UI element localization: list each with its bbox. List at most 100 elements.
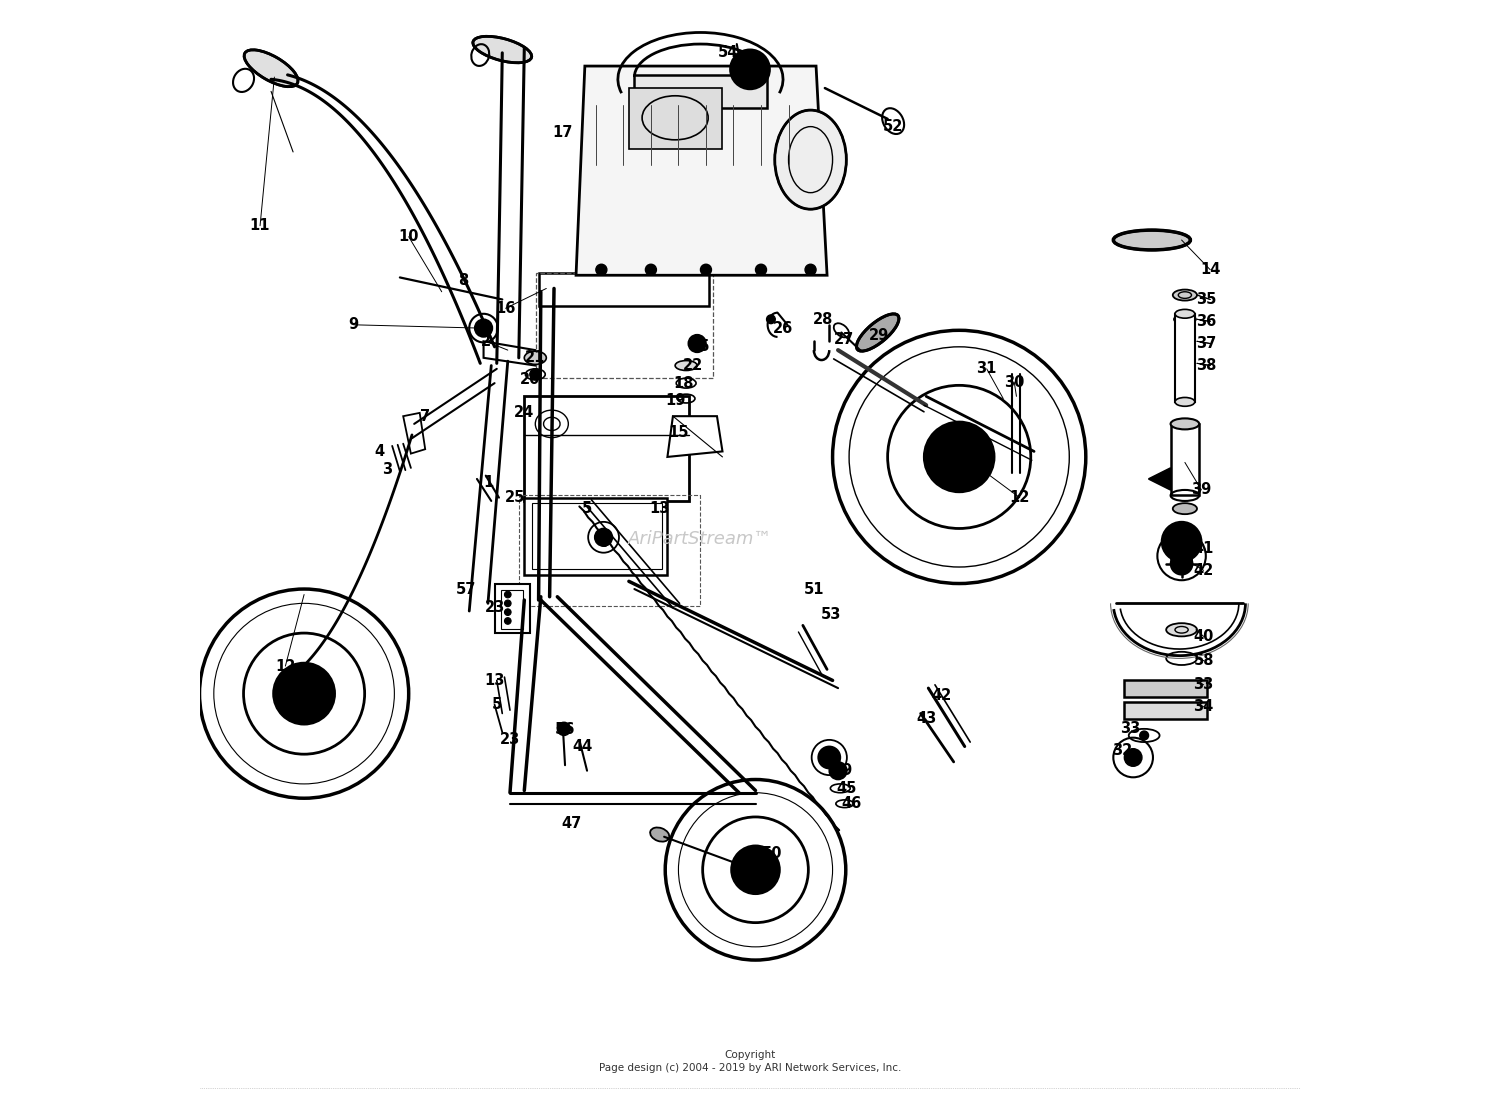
- Text: 23: 23: [484, 600, 504, 615]
- Text: 48: 48: [819, 750, 840, 765]
- Circle shape: [756, 264, 766, 275]
- Bar: [538, 273, 710, 306]
- Circle shape: [504, 591, 512, 598]
- Bar: [628, 88, 723, 149]
- Text: 13: 13: [484, 673, 506, 688]
- Circle shape: [748, 862, 764, 877]
- Text: 50: 50: [762, 846, 783, 861]
- Ellipse shape: [1173, 290, 1197, 301]
- Text: 15: 15: [668, 425, 688, 440]
- Bar: [1125, 680, 1208, 697]
- Ellipse shape: [1113, 230, 1191, 250]
- Bar: [525, 396, 690, 501]
- Circle shape: [1140, 731, 1149, 740]
- Text: 53: 53: [822, 607, 842, 622]
- Text: 45: 45: [837, 781, 856, 796]
- Bar: [537, 273, 712, 378]
- Circle shape: [806, 264, 816, 275]
- Ellipse shape: [525, 351, 546, 364]
- Circle shape: [273, 663, 334, 724]
- Circle shape: [292, 683, 315, 705]
- Ellipse shape: [675, 361, 698, 371]
- Text: 43: 43: [916, 711, 936, 727]
- Bar: [1170, 424, 1198, 495]
- Text: 47: 47: [561, 816, 582, 831]
- Text: 6: 6: [598, 535, 609, 550]
- Text: 58: 58: [1194, 653, 1214, 668]
- Ellipse shape: [1174, 397, 1196, 406]
- Text: 39: 39: [1191, 482, 1212, 498]
- Circle shape: [948, 446, 970, 468]
- Text: 21: 21: [525, 350, 546, 366]
- Bar: [501, 590, 524, 629]
- Text: 54: 54: [718, 45, 738, 61]
- Text: 52: 52: [884, 119, 903, 134]
- Circle shape: [596, 528, 612, 546]
- Text: 12: 12: [274, 658, 296, 674]
- Circle shape: [504, 609, 512, 615]
- Ellipse shape: [650, 828, 669, 841]
- Text: AriPartStream™: AriPartStream™: [628, 531, 772, 548]
- Ellipse shape: [244, 50, 298, 87]
- Text: 14: 14: [1200, 262, 1221, 277]
- Text: 1: 1: [483, 475, 494, 490]
- Polygon shape: [576, 66, 826, 275]
- Circle shape: [1170, 545, 1192, 567]
- Text: 36: 36: [1196, 314, 1216, 329]
- Polygon shape: [404, 413, 424, 454]
- Text: 29: 29: [868, 328, 889, 344]
- Circle shape: [830, 762, 848, 780]
- Ellipse shape: [1170, 418, 1198, 429]
- Text: 35: 35: [1196, 292, 1216, 307]
- Text: 17: 17: [552, 124, 573, 140]
- Text: 3: 3: [381, 461, 392, 477]
- Text: 46: 46: [842, 796, 861, 811]
- Text: 16: 16: [495, 301, 516, 316]
- Text: 42: 42: [932, 688, 951, 704]
- Text: 28: 28: [813, 312, 832, 327]
- Text: 31: 31: [976, 361, 998, 377]
- Text: 44: 44: [573, 739, 592, 754]
- Text: 26: 26: [772, 320, 794, 336]
- Circle shape: [924, 422, 994, 492]
- Text: 19: 19: [664, 393, 686, 408]
- Text: 56: 56: [555, 722, 574, 738]
- Polygon shape: [668, 416, 723, 457]
- Text: Copyright: Copyright: [724, 1049, 776, 1060]
- Text: Page design (c) 2004 - 2019 by ARI Network Services, Inc.: Page design (c) 2004 - 2019 by ARI Netwo…: [598, 1062, 902, 1073]
- Bar: [634, 75, 766, 108]
- Text: 49: 49: [833, 763, 852, 778]
- Text: 51: 51: [804, 581, 824, 597]
- Polygon shape: [483, 341, 536, 366]
- Bar: [1125, 702, 1208, 719]
- Text: 11: 11: [251, 218, 270, 233]
- Bar: [1174, 314, 1196, 402]
- Bar: [532, 503, 662, 569]
- Ellipse shape: [856, 314, 898, 351]
- Text: 13: 13: [650, 501, 670, 516]
- Text: 2: 2: [480, 334, 490, 349]
- Bar: [525, 498, 668, 575]
- Text: 34: 34: [1194, 699, 1214, 715]
- Ellipse shape: [1166, 623, 1197, 636]
- Circle shape: [558, 722, 570, 735]
- Text: 7: 7: [420, 408, 430, 424]
- Circle shape: [596, 264, 608, 275]
- Text: 22: 22: [682, 358, 703, 373]
- Ellipse shape: [776, 110, 846, 209]
- Text: 27: 27: [834, 331, 854, 347]
- Text: 33: 33: [1119, 721, 1140, 737]
- Text: 23: 23: [500, 732, 520, 748]
- Ellipse shape: [1173, 503, 1197, 514]
- Circle shape: [766, 315, 776, 324]
- Text: 4: 4: [374, 444, 384, 459]
- Text: 9: 9: [348, 317, 358, 333]
- Circle shape: [645, 264, 657, 275]
- Text: 10: 10: [399, 229, 418, 244]
- Text: 37: 37: [1196, 336, 1216, 351]
- Circle shape: [1162, 522, 1202, 562]
- Bar: [519, 495, 701, 606]
- Text: 18: 18: [674, 375, 694, 391]
- Circle shape: [819, 746, 840, 768]
- Text: 25: 25: [506, 490, 525, 505]
